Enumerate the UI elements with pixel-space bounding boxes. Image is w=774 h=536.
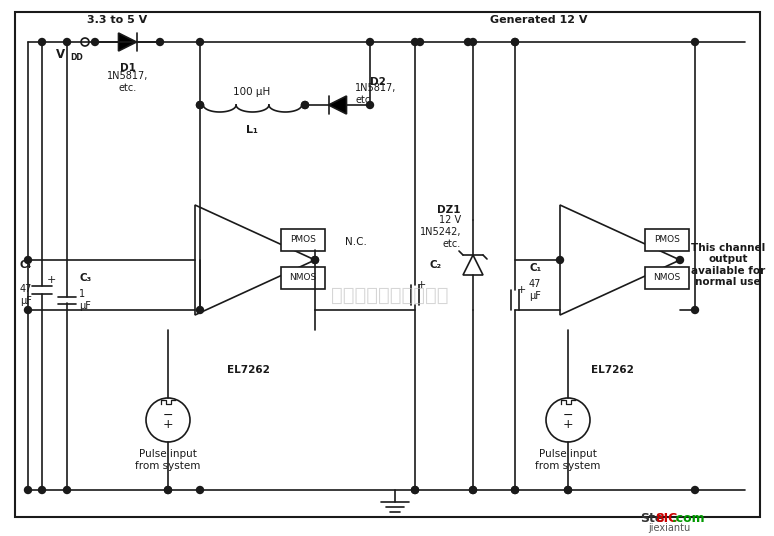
Text: 47
μF: 47 μF bbox=[19, 284, 32, 306]
Text: +: + bbox=[163, 419, 173, 431]
Circle shape bbox=[546, 398, 590, 442]
Text: EL7262: EL7262 bbox=[227, 365, 269, 375]
FancyBboxPatch shape bbox=[15, 12, 760, 517]
Circle shape bbox=[691, 307, 698, 314]
Text: +: + bbox=[47, 275, 57, 285]
Text: 1N5817,
etc.: 1N5817, etc. bbox=[355, 83, 396, 105]
Text: Pulse input
from system: Pulse input from system bbox=[135, 449, 200, 471]
Text: −: − bbox=[163, 408, 173, 421]
Text: This channel
output
available for
normal use: This channel output available for normal… bbox=[691, 243, 765, 287]
Circle shape bbox=[197, 307, 204, 314]
Circle shape bbox=[197, 101, 204, 108]
Circle shape bbox=[165, 487, 172, 494]
Text: 1
μF: 1 μF bbox=[79, 289, 91, 311]
Text: NMOS: NMOS bbox=[289, 273, 317, 282]
Circle shape bbox=[412, 487, 419, 494]
Circle shape bbox=[470, 39, 477, 46]
Text: +: + bbox=[517, 285, 526, 295]
Circle shape bbox=[25, 257, 32, 264]
Circle shape bbox=[676, 257, 683, 264]
Circle shape bbox=[512, 39, 519, 46]
Circle shape bbox=[91, 39, 98, 46]
Circle shape bbox=[367, 101, 374, 108]
Polygon shape bbox=[195, 205, 315, 315]
Polygon shape bbox=[118, 33, 136, 51]
Circle shape bbox=[302, 101, 309, 108]
Text: V: V bbox=[56, 48, 65, 62]
Circle shape bbox=[302, 101, 309, 108]
Text: 杭州睿容科技有限公司: 杭州睿容科技有限公司 bbox=[331, 286, 449, 304]
Circle shape bbox=[412, 39, 419, 46]
Circle shape bbox=[25, 487, 32, 494]
Circle shape bbox=[512, 487, 519, 494]
Circle shape bbox=[564, 487, 571, 494]
Text: PMOS: PMOS bbox=[654, 235, 680, 244]
Circle shape bbox=[197, 487, 204, 494]
Text: −: − bbox=[563, 408, 574, 421]
Circle shape bbox=[512, 39, 519, 46]
Circle shape bbox=[311, 257, 318, 264]
Circle shape bbox=[165, 487, 172, 494]
Text: 1N5817,
etc.: 1N5817, etc. bbox=[108, 71, 149, 93]
FancyBboxPatch shape bbox=[281, 229, 325, 251]
Circle shape bbox=[311, 257, 318, 264]
Polygon shape bbox=[560, 205, 680, 315]
Text: PMOS: PMOS bbox=[290, 235, 316, 244]
Text: C₂: C₂ bbox=[429, 260, 441, 270]
Circle shape bbox=[557, 257, 563, 264]
Circle shape bbox=[39, 39, 46, 46]
Text: EL7262: EL7262 bbox=[591, 365, 633, 375]
FancyBboxPatch shape bbox=[645, 229, 689, 251]
Circle shape bbox=[564, 487, 571, 494]
Text: Generated 12 V: Generated 12 V bbox=[490, 15, 587, 25]
Circle shape bbox=[464, 39, 471, 46]
Circle shape bbox=[197, 101, 204, 108]
Circle shape bbox=[470, 487, 477, 494]
FancyBboxPatch shape bbox=[281, 267, 325, 289]
Circle shape bbox=[691, 487, 698, 494]
Circle shape bbox=[63, 487, 70, 494]
Circle shape bbox=[367, 39, 374, 46]
Text: C₄: C₄ bbox=[20, 260, 32, 270]
Text: 8IC: 8IC bbox=[655, 511, 677, 525]
Text: C₁: C₁ bbox=[529, 263, 541, 273]
Text: +: + bbox=[563, 419, 574, 431]
Circle shape bbox=[197, 39, 204, 46]
Text: DD: DD bbox=[70, 54, 83, 63]
Text: jiexiantu: jiexiantu bbox=[648, 523, 690, 533]
Text: C₃: C₃ bbox=[79, 273, 91, 283]
Text: NMOS: NMOS bbox=[653, 273, 680, 282]
Circle shape bbox=[156, 39, 163, 46]
Text: .com: .com bbox=[672, 511, 706, 525]
Circle shape bbox=[146, 398, 190, 442]
Circle shape bbox=[412, 487, 419, 494]
Circle shape bbox=[691, 39, 698, 46]
Text: DZ1: DZ1 bbox=[437, 205, 461, 215]
Text: D1: D1 bbox=[120, 63, 136, 73]
Circle shape bbox=[512, 487, 519, 494]
Circle shape bbox=[470, 487, 477, 494]
Polygon shape bbox=[328, 96, 347, 114]
Text: 100 μH: 100 μH bbox=[234, 87, 271, 97]
Text: L₁: L₁ bbox=[246, 125, 258, 135]
Text: D2: D2 bbox=[370, 77, 386, 87]
Text: +: + bbox=[417, 280, 426, 290]
Circle shape bbox=[81, 38, 89, 46]
Text: Ste: Ste bbox=[640, 511, 663, 525]
Text: N.C.: N.C. bbox=[345, 237, 367, 247]
Circle shape bbox=[25, 307, 32, 314]
Circle shape bbox=[63, 39, 70, 46]
Text: 12 V
1N5242,
etc.: 12 V 1N5242, etc. bbox=[420, 215, 461, 249]
Circle shape bbox=[39, 487, 46, 494]
Text: 3.3 to 5 V: 3.3 to 5 V bbox=[87, 15, 147, 25]
Text: 47
μF: 47 μF bbox=[529, 279, 541, 301]
Text: Pulse input
from system: Pulse input from system bbox=[536, 449, 601, 471]
Circle shape bbox=[416, 39, 423, 46]
FancyBboxPatch shape bbox=[645, 267, 689, 289]
Polygon shape bbox=[463, 255, 483, 275]
